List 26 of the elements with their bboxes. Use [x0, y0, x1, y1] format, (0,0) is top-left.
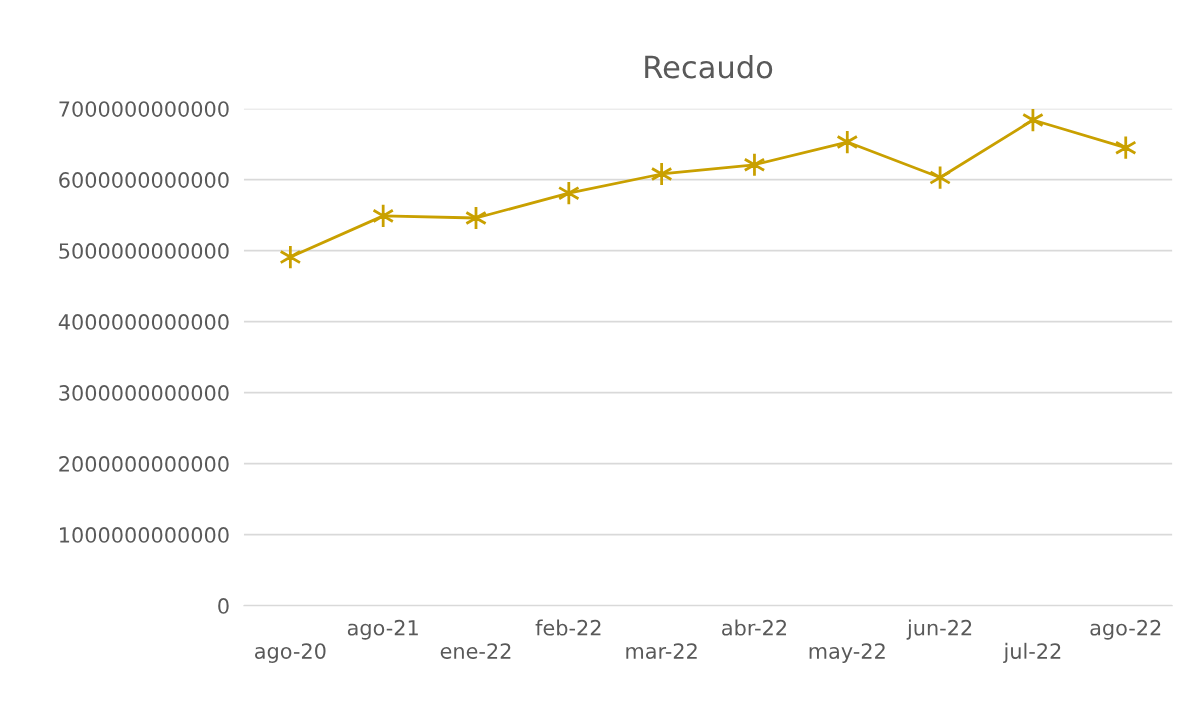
x-tick-label: may-22	[809, 643, 885, 663]
point	[279, 244, 302, 270]
point	[650, 161, 673, 187]
x-tick-label: jun-22	[906, 619, 972, 640]
x-tick-label: ago-21	[347, 619, 418, 640]
y-tick-label: 6000000000000	[59, 172, 229, 188]
y-tick-label: 0	[218, 598, 229, 614]
x-tick-label: mar-22	[626, 643, 697, 659]
point	[836, 129, 859, 155]
y-tick-label: 3000000000000	[59, 385, 229, 401]
x-tick-label: abr-22	[722, 619, 786, 636]
y-tick-label: 4000000000000	[58, 314, 229, 330]
point	[557, 180, 580, 206]
x-tick-label: ago-22	[1090, 619, 1161, 640]
point	[743, 152, 766, 178]
y-tick-label: 7000000000000	[59, 101, 229, 117]
point	[372, 203, 395, 229]
chart-title: Recaudo	[645, 54, 773, 79]
x-tick-label: jul-22	[1003, 642, 1061, 663]
point	[1114, 135, 1137, 161]
y-tick-label: 5000000000000	[59, 243, 229, 259]
x-tick-label: feb-22	[535, 619, 601, 636]
y-tick-label: 2000000000000	[59, 456, 229, 472]
y-tick-label: 1000000000000	[60, 527, 229, 543]
x-tick-label: ago-20	[255, 643, 326, 663]
x-tick-label: ene-22	[440, 643, 511, 659]
